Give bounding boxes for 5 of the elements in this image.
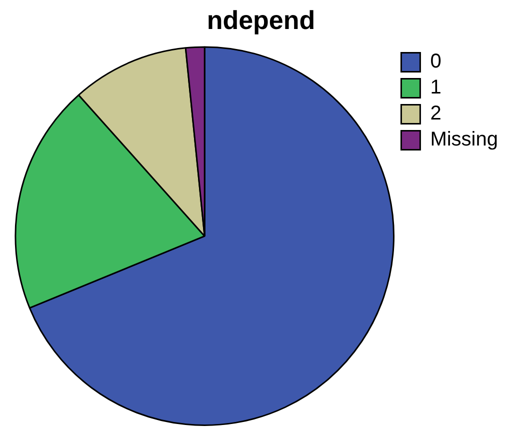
legend-label: 2 (430, 102, 442, 125)
legend-label: Missing (430, 128, 498, 151)
chart-title: ndepend (206, 4, 316, 35)
legend-label: 1 (430, 76, 442, 99)
legend-label: 0 (430, 50, 442, 73)
